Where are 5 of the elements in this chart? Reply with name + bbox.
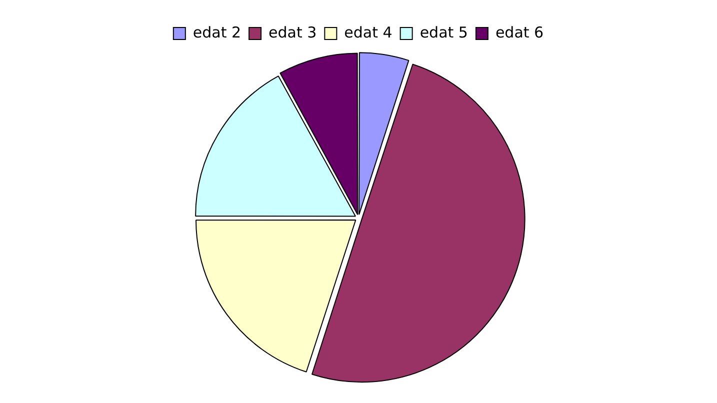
legend-label: edat 4 — [344, 23, 392, 42]
legend-label: edat 5 — [420, 23, 468, 42]
legend-label: edat 3 — [268, 23, 317, 42]
legend-label: edat 2 — [192, 23, 242, 42]
legend-label: edat 6 — [495, 23, 544, 42]
